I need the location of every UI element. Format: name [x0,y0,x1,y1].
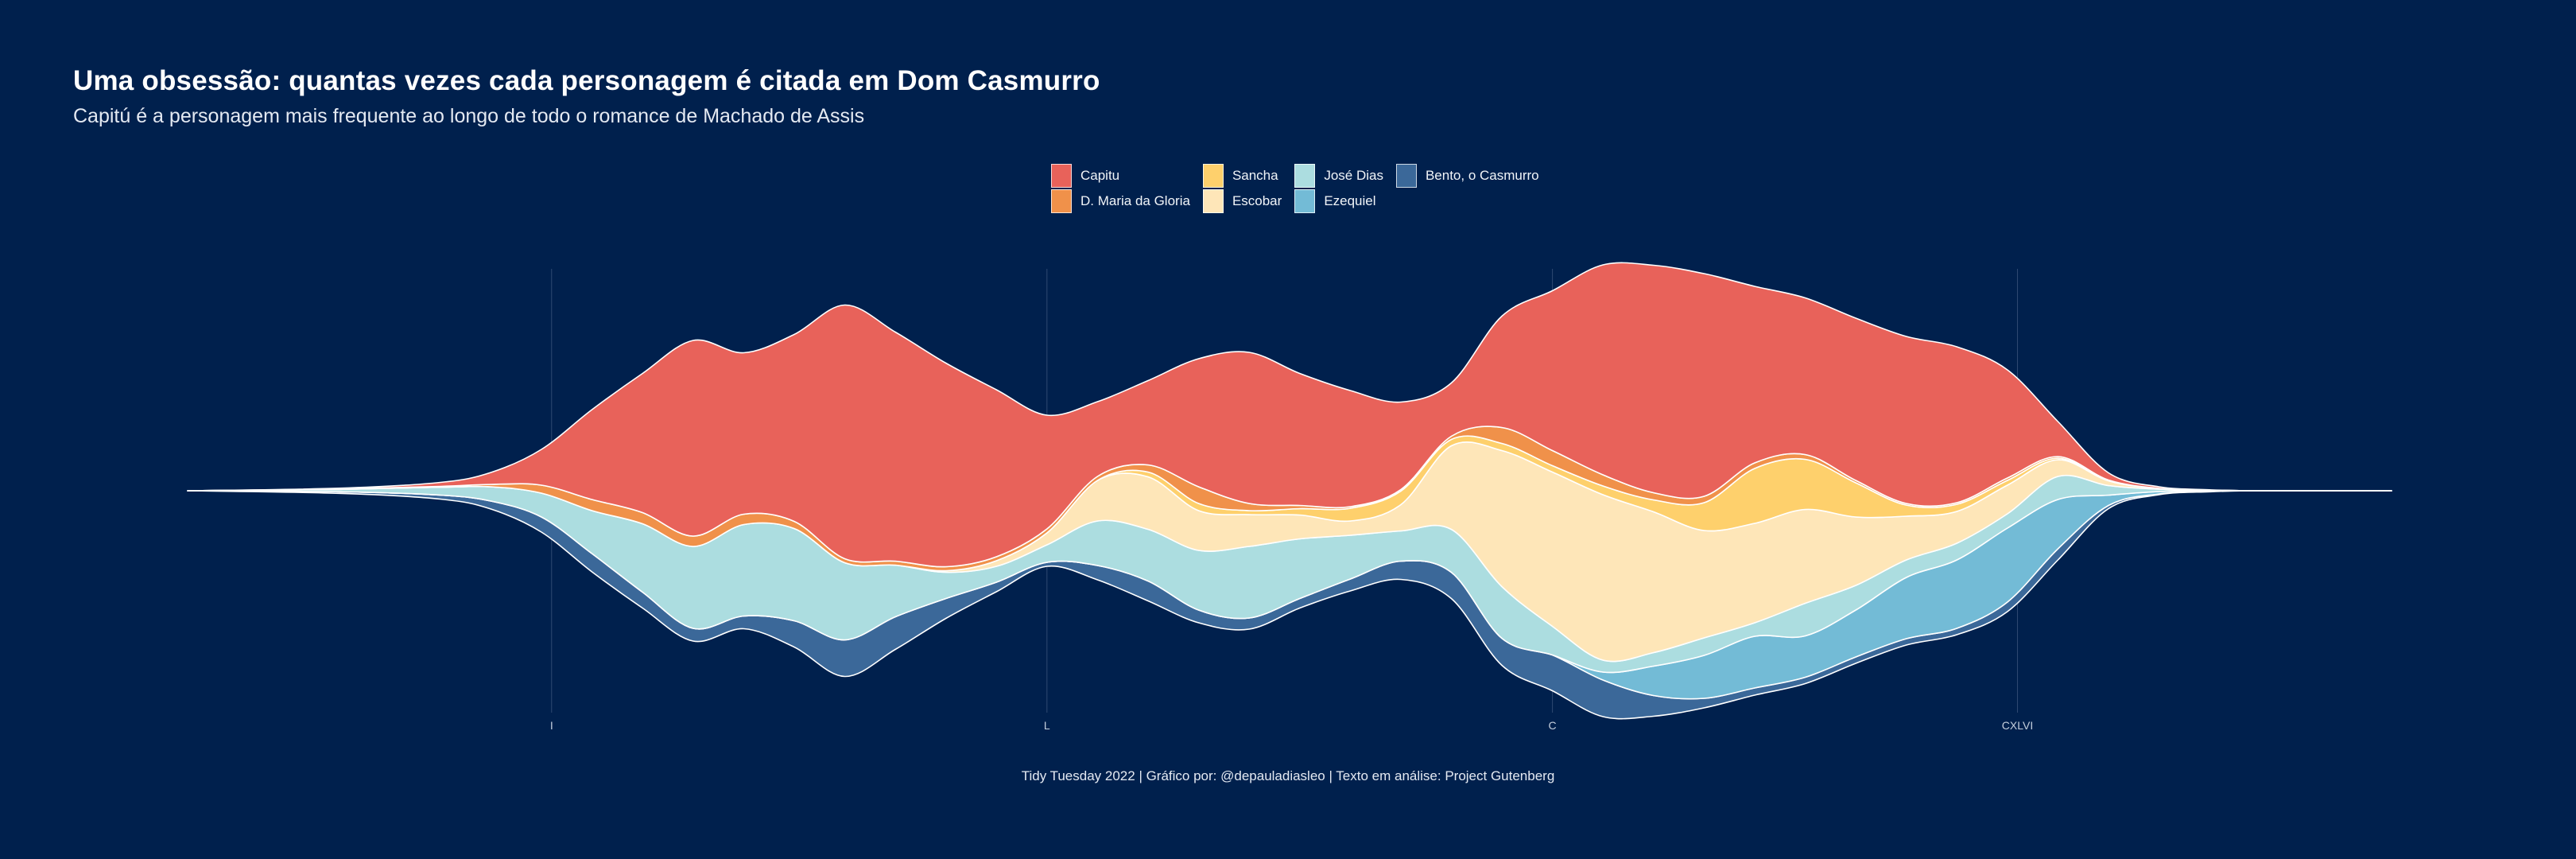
legend-label: Ezequiel [1324,193,1376,208]
x-tick-label: C [1549,719,1557,732]
x-tick-label: CXLVI [2002,719,2033,732]
legend-label: José Dias [1324,168,1383,183]
legend-item: Ezequiel [1294,189,1383,214]
legend-label: D. Maria da Gloria [1080,193,1190,208]
stream-layers [187,262,2392,720]
legend-item: Capitu [1051,163,1190,189]
legend: Capitu D. Maria da Gloria Sancha Escobar Jos… [1051,163,1539,214]
chart-subtitle: Capitú é a personagem mais frequente ao … [73,105,865,127]
legend-item: D. Maria da Gloria [1051,189,1190,214]
legend-label: Sancha [1232,168,1278,183]
legend-swatch [1294,164,1316,188]
chart-title: Uma obsessão: quantas vezes cada persona… [73,65,1100,96]
legend-label: Bento, o Casmurro [1425,168,1539,183]
legend-item: José Dias [1294,163,1383,189]
legend-swatch [1051,164,1072,188]
legend-item: Sancha [1202,163,1282,189]
stream-layer-capitu [187,262,2392,568]
caption: Tidy Tuesday 2022 | Gráfico por: @depaul… [1021,768,1555,783]
legend-label: Escobar [1232,193,1282,208]
legend-swatch [1051,189,1072,213]
legend-label: Capitu [1080,168,1120,183]
x-tick-label: I [550,719,553,732]
legend-swatch [1202,164,1224,188]
x-tick-label: L [1044,719,1050,732]
x-axis-ticks: I L C CXLVI [550,719,2033,732]
legend-swatch [1294,189,1316,213]
legend-item: Escobar [1202,189,1282,214]
legend-item: Bento, o Casmurro [1395,163,1539,189]
legend-swatch [1202,189,1224,213]
legend-swatch [1395,164,1417,188]
